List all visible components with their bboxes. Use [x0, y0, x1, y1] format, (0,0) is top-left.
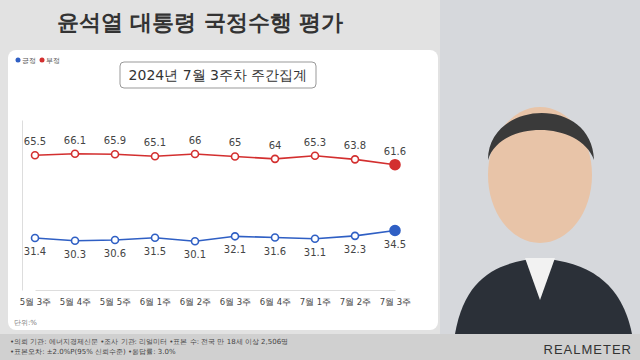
data-label: 66.1 [64, 135, 86, 146]
x-tick: 7월 3주 [380, 290, 412, 307]
point [32, 235, 39, 242]
photo-suit [455, 258, 632, 334]
data-label: 64 [269, 140, 282, 151]
title: 윤석열 대통령 국정수행 평가 [57, 10, 344, 35]
unit-label: 단위:% [14, 319, 37, 327]
data-labels: 31.4 30.3 30.6 31.5 30.1 32.1 31.6 31.1 32.3 34.5… [24, 135, 406, 260]
data-label: 31.4 [24, 246, 46, 257]
x-tick: 7월 1주 [300, 290, 332, 307]
photo-hair [488, 113, 594, 160]
source-note: •의뢰 기관: 에너지경제신문 •조사 기관: 리얼미터 •표본 수: 전국 만… [10, 338, 288, 346]
x-tick: 6월 2주 [180, 290, 212, 307]
data-label: 65.1 [144, 137, 166, 148]
x-tick-label: 6월 3주 [220, 297, 252, 307]
point [192, 238, 199, 245]
series-line [35, 231, 395, 242]
point [192, 151, 199, 158]
legend: 긍정 부정 [16, 57, 61, 65]
legend-label: 긍정 [22, 57, 36, 65]
point [152, 153, 159, 160]
data-label: 30.1 [184, 249, 206, 260]
x-tick-label: 6월 2주 [180, 297, 212, 307]
legend-label: 부정 [46, 57, 60, 65]
data-label: 32.1 [224, 244, 246, 255]
data-label: 65 [229, 137, 242, 148]
point [232, 153, 239, 160]
point [352, 232, 359, 239]
series-line [35, 154, 395, 165]
data-label: 34.5 [384, 239, 406, 250]
x-tick-label: 5월 4주 [60, 297, 92, 307]
x-tick: 7월 2주 [340, 290, 372, 307]
x-axis: 5월 3주 5월 4주 5월 5주 6월 1주 6월 2주 6월 3주 6월 4주 7월 1주… [20, 290, 412, 307]
x-tick: 6월 1주 [140, 290, 172, 307]
point [312, 152, 319, 159]
footer-bg [0, 334, 640, 360]
data-label: 31.6 [264, 246, 286, 257]
x-tick: 5월 3주 [20, 290, 52, 307]
y-axis-line [22, 121, 23, 291]
point [232, 233, 239, 240]
x-tick-label: 6월 4주 [260, 297, 292, 307]
legend-swatch [16, 58, 21, 63]
panel [8, 50, 438, 330]
x-tick: 5월 5주 [100, 290, 132, 307]
data-label: 31.5 [144, 246, 166, 257]
x-tick: 6월 4주 [260, 290, 292, 307]
data-label: 65.3 [304, 137, 326, 148]
data-label: 30.3 [64, 249, 86, 260]
data-label: 66 [189, 135, 202, 146]
subtitle: 2024년 7월 3주차 주간집계 [129, 67, 308, 83]
point [112, 236, 119, 243]
x-tick-label: 6월 1주 [140, 297, 172, 307]
data-label: 30.6 [104, 248, 126, 259]
data-label: 65.9 [104, 135, 126, 146]
x-axis-line [36, 290, 396, 291]
subtitle-box [120, 62, 316, 88]
plot [32, 150, 401, 244]
x-tick-label: 7월 3주 [380, 297, 412, 307]
photo [440, 0, 640, 334]
point [272, 155, 279, 162]
data-label: 31.1 [304, 247, 326, 258]
y-axis [22, 121, 23, 291]
point [312, 235, 319, 242]
data-label: 32.3 [344, 244, 366, 255]
point [72, 150, 79, 157]
x-tick: 6월 3주 [220, 290, 252, 307]
logo: REALMETER [544, 342, 632, 357]
point [390, 226, 400, 236]
point [352, 156, 359, 163]
point [390, 160, 400, 170]
data-label: 63.8 [344, 140, 366, 151]
point [152, 234, 159, 241]
x-tick-label: 7월 2주 [340, 297, 372, 307]
data-label: 65.5 [24, 136, 46, 147]
x-tick-label: 5월 5주 [100, 297, 132, 307]
x-tick-label: 7월 1주 [300, 297, 332, 307]
point [112, 151, 119, 158]
background [0, 0, 640, 360]
x-tick: 5월 4주 [60, 290, 92, 307]
legend-swatch [40, 58, 45, 63]
point [72, 237, 79, 244]
data-label: 61.6 [384, 146, 406, 157]
point [32, 152, 39, 159]
point [272, 234, 279, 241]
photo-bg [440, 0, 640, 334]
source-note: •표본오차: ±2.0%P(95% 신뢰수준) •응답률: 3.0% [10, 348, 176, 356]
photo-shirt [525, 258, 555, 300]
x-tick-label: 5월 3주 [20, 297, 52, 307]
